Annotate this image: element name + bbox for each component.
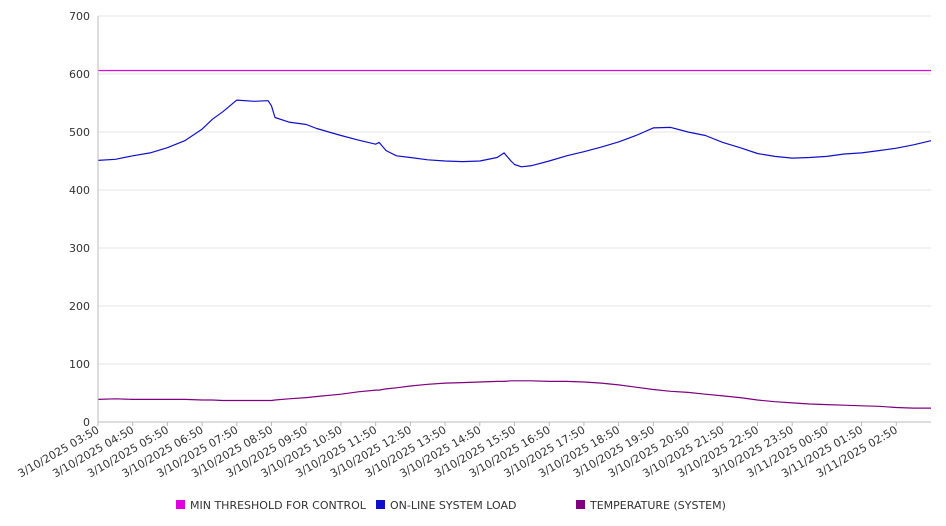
y-tick-label: 500 [69,126,90,139]
series-lines [97,69,932,409]
y-tick-label: 400 [69,184,90,197]
legend: MIN THRESHOLD FOR CONTROL ON-LINE SYSTEM … [176,499,726,512]
y-tick-label: 200 [69,300,90,313]
legend-swatch [176,500,185,509]
legend-label: MIN THRESHOLD FOR CONTROL [190,499,367,512]
legend-swatch [576,500,585,509]
x-axis-ticks: 3/10/2025 03:503/10/2025 04:503/10/2025 … [16,422,900,480]
series-line-2 [97,99,932,168]
y-tick-label: 600 [69,68,90,81]
y-tick-label: 0 [83,416,90,429]
legend-swatch [376,500,385,509]
y-tick-label: 100 [69,358,90,371]
series-line-3 [97,380,931,409]
legend-label: ON-LINE SYSTEM LOAD [390,499,516,512]
grid-lines [98,15,931,365]
y-axis-ticks: 0 100 200 300 400 500 600 700 [69,10,90,429]
y-tick-label: 300 [69,242,90,255]
legend-label: TEMPERATURE (SYSTEM) [589,499,726,512]
y-tick-label: 700 [69,10,90,23]
